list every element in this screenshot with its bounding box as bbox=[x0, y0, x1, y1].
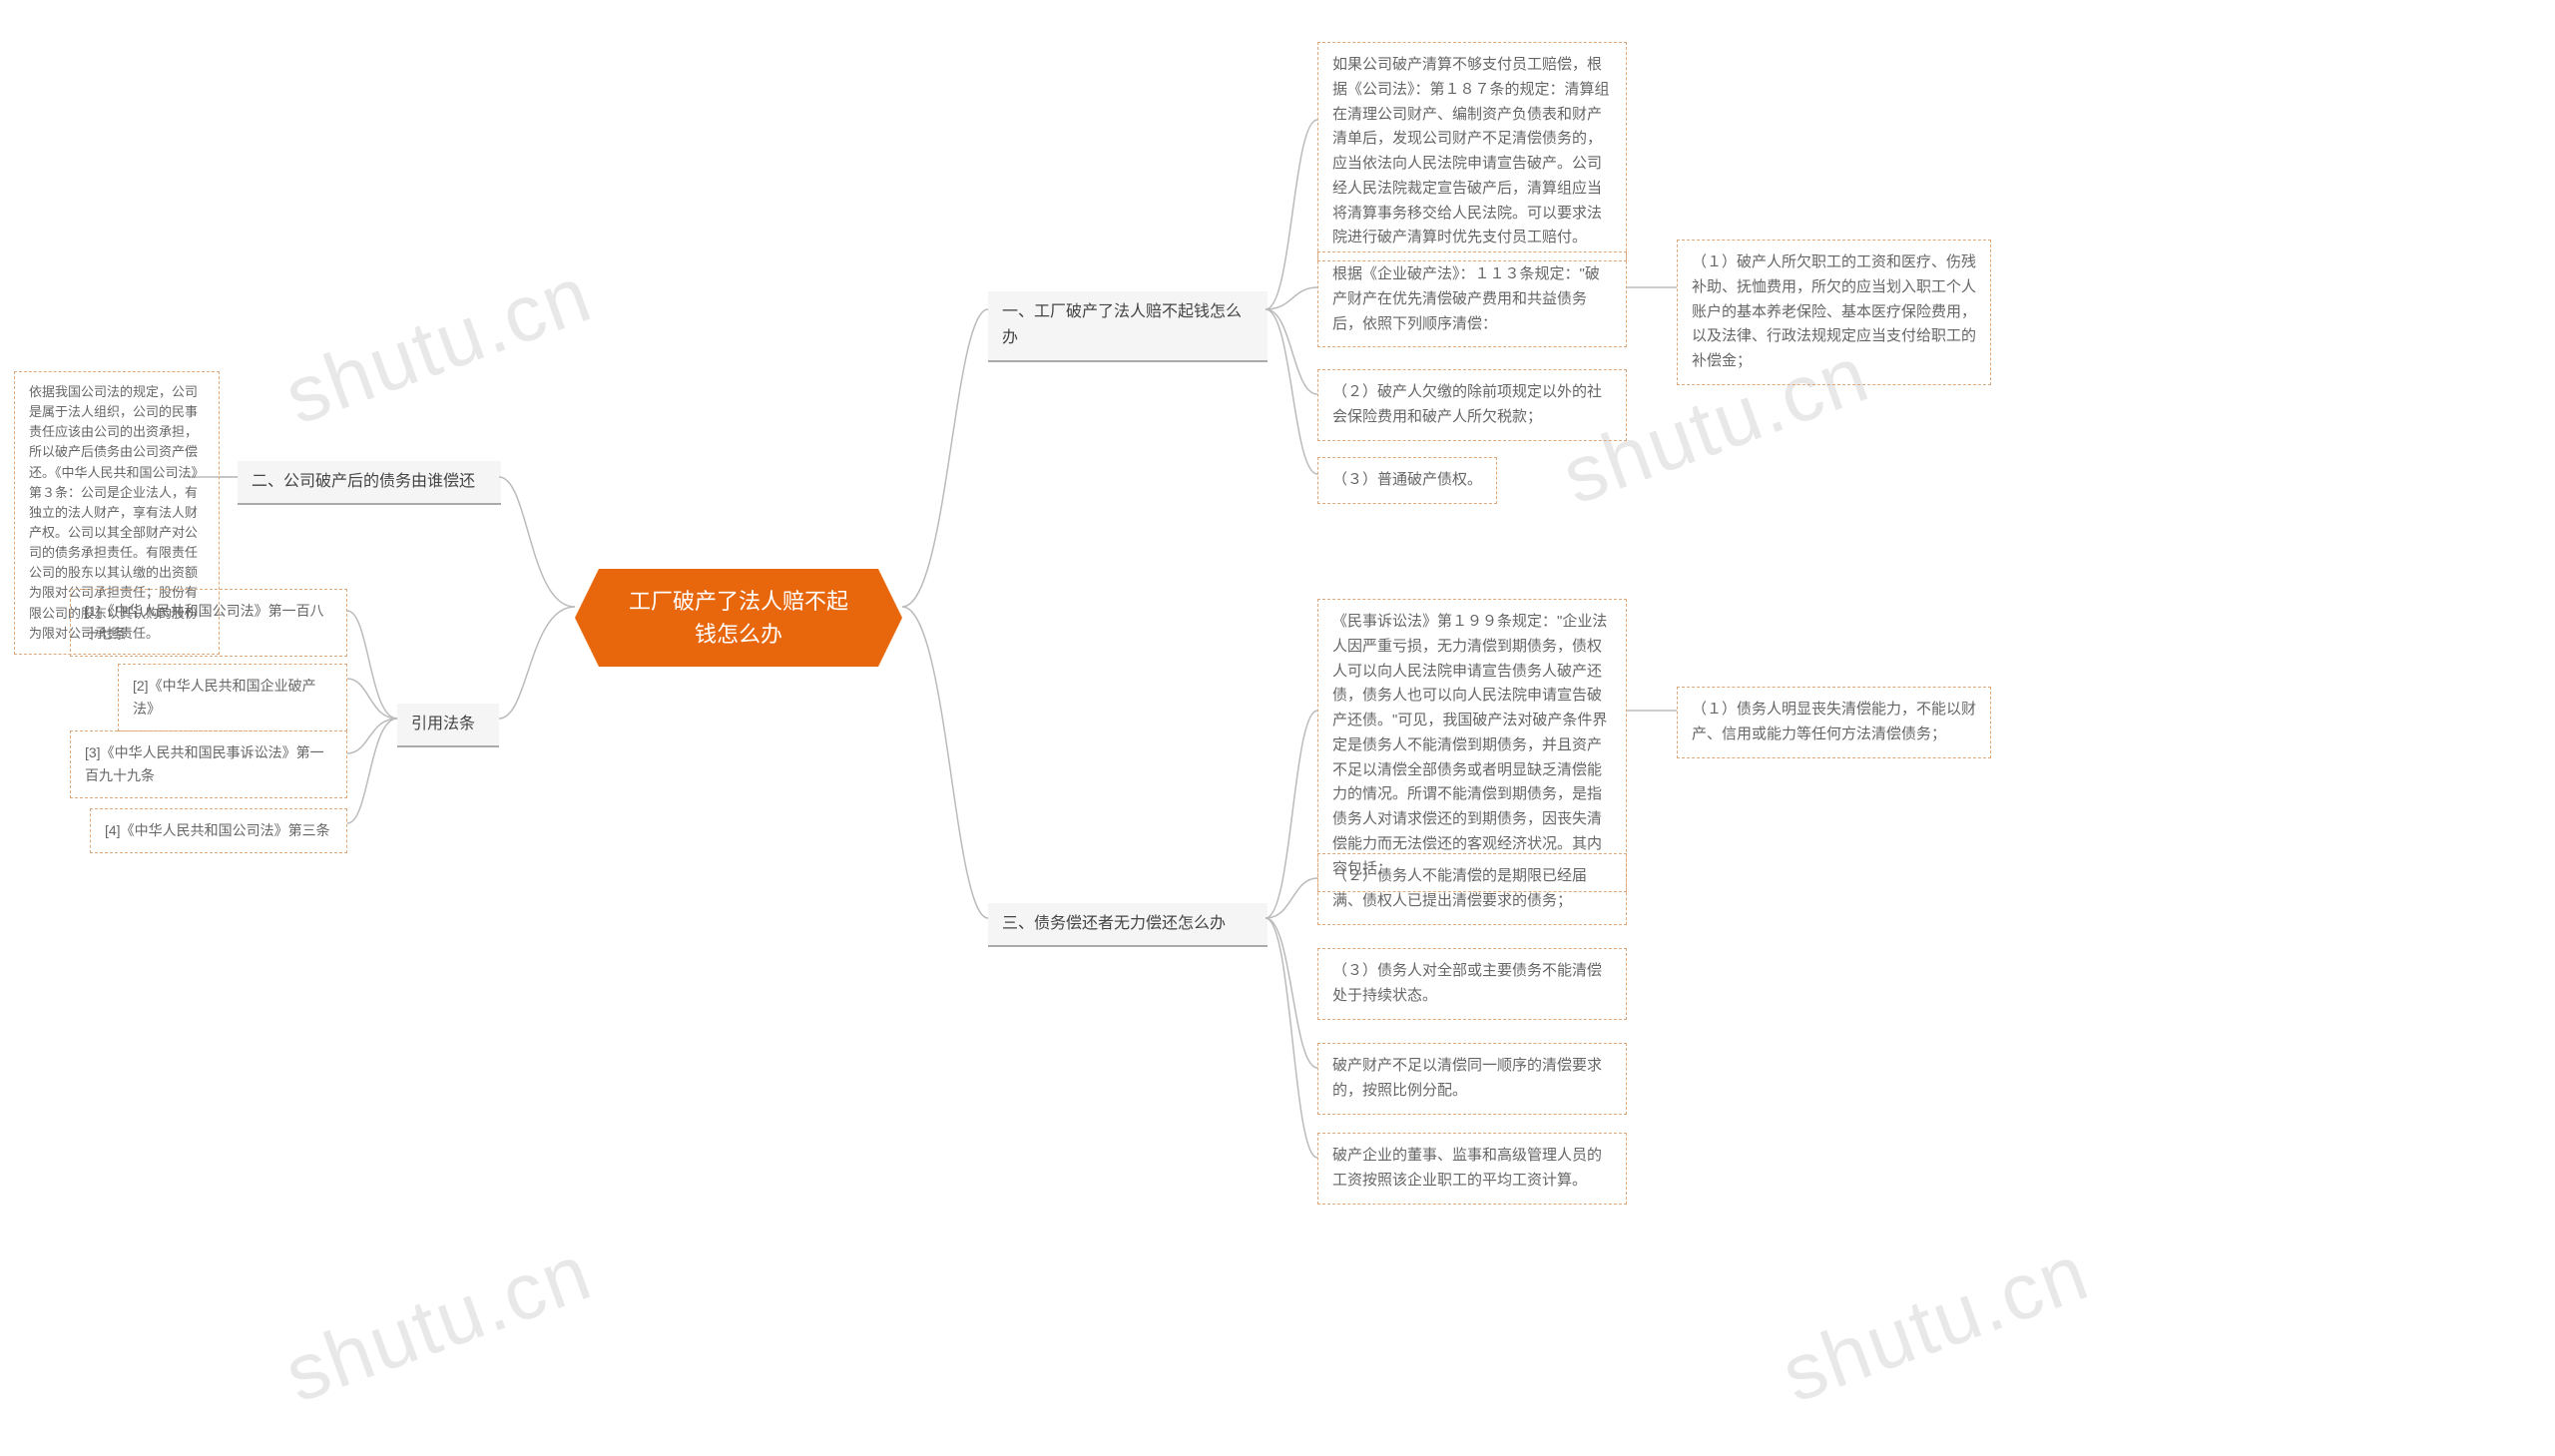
branch-3-leaf-1: 《民事诉讼法》第１９９条规定："企业法人因严重亏损，无力清偿到期债务，债权人可以… bbox=[1317, 599, 1627, 892]
left-branch-2: 二、公司破产后的债务由谁偿还 bbox=[238, 461, 501, 505]
branch-3-leaf-4: 破产财产不足以清偿同一顺序的清偿要求的，按照比例分配。 bbox=[1317, 1043, 1627, 1115]
branch-3-leaf-2: （２）债务人不能清偿的是期限已经届满、债权人已提出清偿要求的债务； bbox=[1317, 853, 1627, 925]
branch-1-leaf-4: （３）普通破产债权。 bbox=[1317, 457, 1497, 504]
branch-3: 三、债务偿还者无力偿还怎么办 bbox=[988, 903, 1268, 947]
left-branch-4: 引用法条 bbox=[397, 704, 499, 747]
branch-1-leaf-2: 根据《企业破产法》：１１３条规定："破产财产在优先清偿破产费用和共益债务后，依照… bbox=[1317, 251, 1627, 347]
watermark: shutu.cn bbox=[1771, 1225, 2101, 1420]
branch-1-leaf-2-1: （１）破产人所欠职工的工资和医疗、伤残补助、抚恤费用，所欠的应当划入职工个人账户… bbox=[1677, 240, 1991, 385]
branch-3-leaf-3: （３）债务人对全部或主要债务不能清偿处于持续状态。 bbox=[1317, 948, 1627, 1020]
center-node: 工厂破产了法人赔不起钱怎么办 bbox=[599, 569, 878, 667]
b4-leaf-1: [1]《中华人民共和国公司法》第一百八十七条 bbox=[70, 589, 347, 657]
branch-3-leaf-1-1: （１）债务人明显丧失清偿能力，不能以财产、信用或能力等任何方法清偿债务； bbox=[1677, 687, 1991, 758]
b4-leaf-4: [4]《中华人民共和国公司法》第三条 bbox=[90, 808, 347, 853]
branch-3-leaf-5: 破产企业的董事、监事和高级管理人员的工资按照该企业职工的平均工资计算。 bbox=[1317, 1133, 1627, 1205]
branch-1-leaf-3: （２）破产人欠缴的除前项规定以外的社会保险费用和破产人所欠税款； bbox=[1317, 369, 1627, 441]
connector-lines-2 bbox=[0, 0, 2555, 1456]
b4-leaf-3: [3]《中华人民共和国民事诉讼法》第一百九十九条 bbox=[70, 730, 347, 798]
branch-1: 一、工厂破产了法人赔不起钱怎么办 bbox=[988, 291, 1268, 362]
watermark: shutu.cn bbox=[273, 247, 604, 442]
branch-1-leaf-1: 如果公司破产清算不够支付员工赔偿，根据《公司法》：第１８７条的规定：清算组在清理… bbox=[1317, 42, 1627, 261]
b4-leaf-2: [2]《中华人民共和国企业破产法》 bbox=[118, 664, 347, 731]
watermark: shutu.cn bbox=[273, 1225, 604, 1420]
